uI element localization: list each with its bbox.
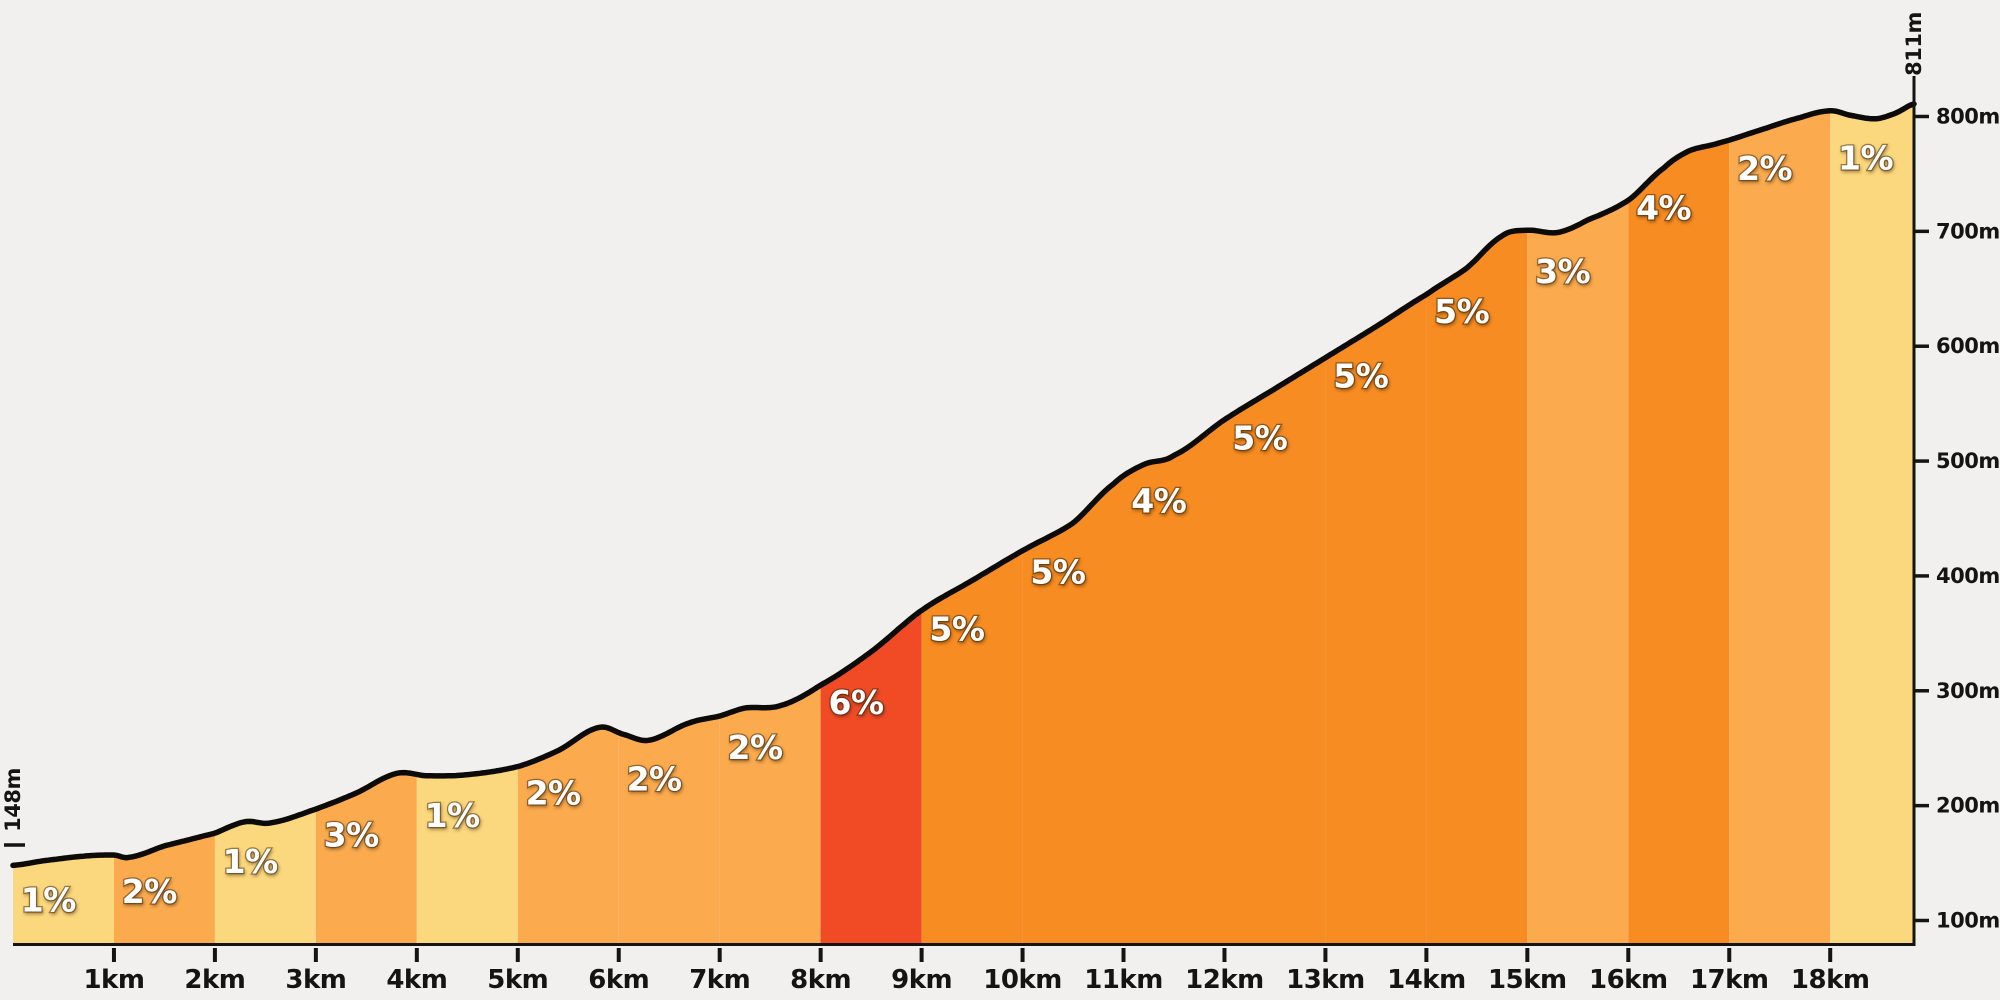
- gradient-label: 5%: [929, 610, 984, 649]
- y-axis-label: 800m: [1936, 105, 2000, 129]
- x-axis-label: 9km: [891, 965, 952, 995]
- summit-elevation-marker: 811m: [1902, 12, 1926, 76]
- elevation-curve: [10, 101, 1917, 869]
- x-axis-label: 5km: [487, 965, 548, 995]
- gradient-label: 3%: [324, 816, 379, 855]
- x-axis-label: 8km: [790, 965, 851, 995]
- segment-band: [1830, 103, 1914, 944]
- x-axis-label: 6km: [588, 965, 649, 995]
- gradient-label: 1%: [1838, 139, 1893, 178]
- gradient-label: 1%: [21, 881, 76, 920]
- gradient-label: 2%: [1737, 149, 1792, 188]
- y-axis-label: 100m: [1936, 909, 2000, 933]
- gradient-label: 6%: [828, 683, 883, 722]
- segment-band: [13, 855, 114, 944]
- x-axis: 1km 2km 3km 4km 5km 6km 7km 8km 9km 10km 11km 12km 1…: [13, 943, 1914, 995]
- gradient-label: 5%: [1232, 418, 1287, 457]
- x-axis-label: 3km: [285, 965, 346, 995]
- x-axis-label: 17km: [1690, 965, 1769, 995]
- x-axis-label: 12km: [1185, 965, 1264, 995]
- summit-elevation-label: 811m: [1902, 12, 1926, 76]
- y-axis-label: 500m: [1936, 449, 2000, 473]
- segment-band: [1426, 230, 1528, 944]
- gradient-label: 2%: [122, 872, 177, 911]
- gradient-label: 1%: [223, 842, 278, 881]
- x-axis-label: 1km: [83, 965, 144, 995]
- y-axis-label: 400m: [1936, 564, 2000, 588]
- gradient-label: 5%: [1030, 553, 1085, 592]
- x-axis-label: 13km: [1286, 965, 1365, 995]
- gradient-label: 5%: [1434, 292, 1489, 331]
- gradient-label: 4%: [1131, 481, 1186, 520]
- segment-band: [416, 766, 518, 944]
- gradient-label: 4%: [1636, 189, 1691, 228]
- x-axis-label: 7km: [689, 965, 750, 995]
- x-axis-label: 11km: [1084, 965, 1163, 995]
- segment-band: [214, 809, 316, 944]
- gradient-label: 1%: [425, 796, 480, 835]
- y-axis-label: 200m: [1936, 794, 2000, 818]
- segment-band: [921, 550, 1023, 944]
- segment-band: [618, 716, 720, 944]
- start-elevation-marker: 148m: [1, 768, 25, 847]
- x-axis-label: 15km: [1488, 965, 1567, 995]
- segment-band: [1224, 357, 1326, 944]
- segment-band: [517, 727, 619, 944]
- segment-band: [1022, 475, 1124, 944]
- segment-band: [1527, 200, 1629, 945]
- y-axis-label: 600m: [1936, 334, 2000, 358]
- segment-band: [820, 610, 922, 944]
- segment-band: [1628, 140, 1730, 945]
- segment-band: [719, 685, 821, 944]
- x-axis-label: 14km: [1387, 965, 1466, 995]
- segment-band: [1325, 294, 1427, 944]
- segment-band: [1729, 110, 1831, 945]
- x-axis-label: 18km: [1791, 965, 1870, 995]
- y-axis-label: 300m: [1936, 679, 2000, 703]
- start-elevation-label: 148m: [1, 768, 25, 832]
- x-axis-label: 2km: [184, 965, 245, 995]
- segment-band: [114, 833, 215, 944]
- x-axis-label: 4km: [386, 965, 447, 995]
- gradient-label: 2%: [727, 728, 782, 767]
- gradient-label: 2%: [526, 773, 581, 812]
- gradient-label: 3%: [1535, 252, 1590, 291]
- segment-band: [315, 772, 417, 944]
- segment-band: [1123, 419, 1225, 944]
- gradient-label: 2%: [627, 760, 682, 799]
- y-axis: 100m 200m 300m 400m 500m 600m 700m 800m: [1912, 76, 2000, 946]
- y-axis-label: 700m: [1936, 219, 2000, 243]
- x-axis-label: 16km: [1589, 965, 1668, 995]
- x-axis-label: 10km: [983, 965, 1062, 995]
- gradient-label: 5%: [1333, 357, 1388, 396]
- gradient-bands: [13, 103, 1914, 945]
- gradient-labels: 1% 2% 1% 3% 1% 2% 2% 2% 6% 5% 5% 4% 5% 5% 5% 3% 4% 2% 1%: [20, 137, 1896, 921]
